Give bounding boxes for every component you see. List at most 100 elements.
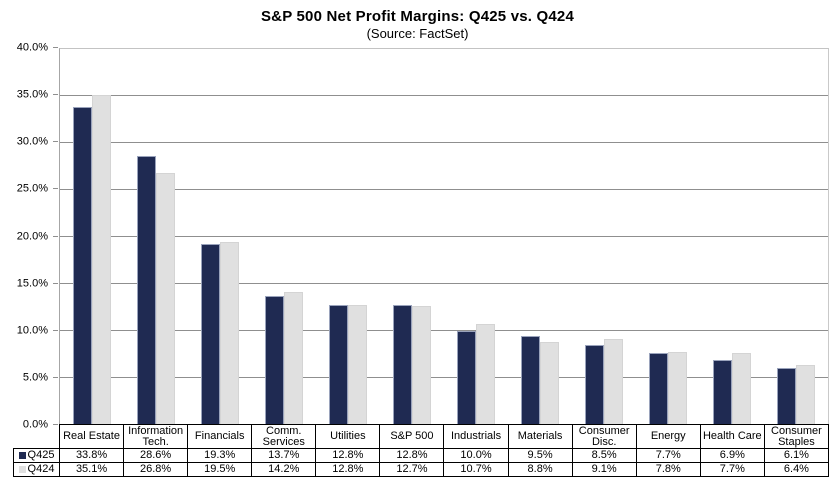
value-cell-q424: 19.5% (187, 462, 253, 477)
bar-q425 (585, 345, 604, 425)
plot-area (59, 48, 829, 425)
y-axis-tick (53, 282, 58, 284)
bar-group-industrials (444, 49, 508, 425)
table-corner-blank (14, 425, 60, 449)
category-header-cell: Information Tech. (123, 424, 189, 449)
bar-q425 (521, 335, 540, 425)
value-cell-q425: 12.8% (379, 448, 445, 463)
y-axis-tick (53, 141, 58, 143)
gridline-35 (60, 95, 828, 96)
value-cell-q425: 13.7% (251, 448, 317, 463)
value-cell-q424: 12.7% (379, 462, 445, 477)
category-header-cell: Industrials (443, 424, 509, 449)
y-axis-label: 10.0% (16, 324, 48, 337)
value-cell-q425: 9.5% (507, 448, 573, 463)
bar-q425 (265, 296, 284, 425)
y-axis: 0.0% 5.0% 10.0% 15.0% 20.0% 25.0% 30.0% 35.0% 40… (0, 42, 59, 430)
gridline-10 (60, 330, 828, 331)
value-cell-q424: 14.2% (251, 462, 317, 477)
y-axis-label: 35.0% (16, 88, 48, 101)
value-cell-q424: 12.8% (315, 462, 381, 477)
bar-group-s-p-500 (380, 49, 444, 425)
bar-q424 (732, 352, 751, 425)
value-cell-q425: 6.9% (699, 448, 765, 463)
bar-q425 (137, 156, 156, 425)
value-cell-q425: 7.7% (635, 448, 701, 463)
legend-cell-q425: Q425 (13, 448, 60, 463)
chart-subtitle: (Source: FactSet) (366, 26, 469, 41)
y-axis-label: 40.0% (16, 41, 48, 54)
gridline-15 (60, 283, 828, 284)
bar-q424 (476, 324, 495, 425)
bar-q425 (457, 331, 476, 425)
value-cell-q425: 33.8% (58, 448, 125, 463)
data-table: Real Estate Information Tech. Financials Co… (13, 424, 830, 477)
y-axis-label: 30.0% (16, 135, 48, 148)
value-cell-q425: 10.0% (443, 448, 509, 463)
value-cell-q424: 9.1% (571, 462, 637, 477)
bar-group-real-estate (60, 49, 124, 425)
y-axis-tick (53, 235, 58, 237)
bar-q425 (393, 304, 412, 425)
bar-q425 (713, 360, 732, 425)
legend-swatch-q425 (18, 451, 26, 459)
bar-q424 (540, 342, 559, 425)
table-row-q424: Q424 35.1% 26.8% 19.5% 14.2% 12.8% 12.7% 10.7% 8… (13, 462, 830, 477)
table-header-row: Real Estate Information Tech. Financials Co… (14, 424, 830, 449)
value-cell-q425: 8.5% (571, 448, 637, 463)
gridline-30 (60, 142, 828, 143)
y-axis-label: 5.0% (22, 371, 48, 384)
bar-group-information-tech (124, 49, 188, 425)
bar-group-comm-services (252, 49, 316, 425)
y-axis-tick (53, 47, 58, 48)
category-header-cell: Consumer Staples (763, 424, 830, 449)
bar-q425 (73, 107, 92, 425)
bar-group-consumer-staples (764, 49, 828, 425)
y-axis-label: 20.0% (16, 230, 48, 242)
category-header-cell: Energy (635, 424, 701, 449)
bar-q424 (284, 291, 303, 425)
value-cell-q424: 10.7% (443, 462, 509, 477)
gridline-5 (60, 377, 828, 378)
value-cell-q424: 7.8% (635, 462, 701, 477)
value-cell-q424: 35.1% (58, 462, 125, 477)
bar-q424 (92, 95, 111, 425)
bar-q424 (156, 173, 175, 425)
category-header-cell: Materials (507, 424, 573, 449)
bar-q424 (668, 351, 687, 425)
y-axis-label: 0.0% (22, 418, 48, 431)
y-axis-label: 15.0% (16, 277, 48, 290)
y-axis-tick (53, 376, 58, 378)
bar-group-utilities (316, 49, 380, 425)
chart-title: S&P 500 Net Profit Margins: Q425 vs. Q42… (260, 8, 575, 25)
gridline-25 (60, 189, 828, 190)
category-header-cell: Comm. Services (251, 424, 317, 449)
value-cell-q425: 28.6% (123, 448, 189, 463)
value-cell-q425: 12.8% (315, 448, 381, 463)
legend-swatch-q424 (18, 465, 26, 473)
legend-label-q425: Q425 (27, 449, 55, 462)
bar-q424 (412, 305, 431, 425)
value-cell-q424: 7.7% (699, 462, 765, 477)
y-axis-label: 25.0% (16, 182, 48, 195)
y-axis-tick (53, 329, 58, 331)
value-cell-q424: 6.4% (763, 462, 830, 477)
legend-label-q424: Q424 (27, 463, 55, 475)
y-axis-tick (53, 188, 58, 190)
bar-q424 (348, 304, 367, 425)
gridline-20 (60, 236, 828, 237)
bar-q424 (796, 364, 815, 425)
category-header-cell: Real Estate (58, 424, 125, 449)
bar-q425 (777, 367, 796, 425)
bar-q425 (649, 352, 668, 425)
value-cell-q425: 6.1% (763, 448, 830, 463)
category-header-cell: S&P 500 (379, 424, 445, 449)
bar-group-materials (508, 49, 572, 425)
value-cell-q424: 26.8% (123, 462, 189, 477)
bar-q425 (329, 304, 348, 425)
bar-group-energy (636, 49, 700, 425)
category-header-cell: Utilities (315, 424, 381, 449)
bar-group-health-care (700, 49, 764, 425)
bar-q424 (604, 339, 623, 425)
